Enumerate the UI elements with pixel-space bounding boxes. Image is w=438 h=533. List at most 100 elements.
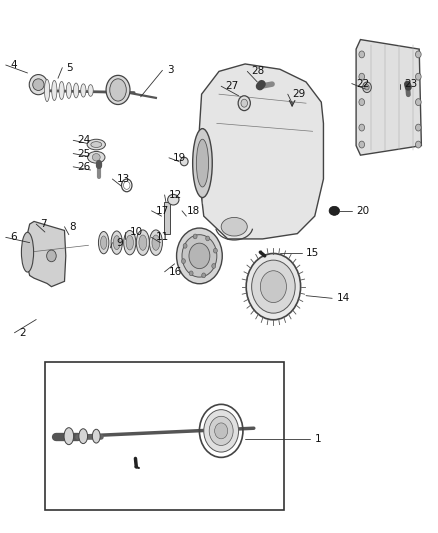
Ellipse shape xyxy=(92,429,100,443)
Ellipse shape xyxy=(45,79,49,102)
Ellipse shape xyxy=(416,124,421,131)
Ellipse shape xyxy=(209,416,233,446)
Ellipse shape xyxy=(189,243,210,269)
Ellipse shape xyxy=(206,236,210,241)
Text: 15: 15 xyxy=(306,248,319,259)
Ellipse shape xyxy=(359,51,364,58)
Ellipse shape xyxy=(124,230,136,255)
Bar xyxy=(164,202,170,233)
Text: 29: 29 xyxy=(292,89,305,99)
Text: 6: 6 xyxy=(10,232,17,243)
Ellipse shape xyxy=(238,96,251,111)
Ellipse shape xyxy=(183,244,187,248)
Text: 17: 17 xyxy=(156,206,169,216)
Bar xyxy=(45,362,284,511)
Ellipse shape xyxy=(202,273,206,278)
Text: 28: 28 xyxy=(252,67,265,76)
Ellipse shape xyxy=(99,231,109,254)
Ellipse shape xyxy=(149,230,162,255)
Ellipse shape xyxy=(204,410,239,452)
Ellipse shape xyxy=(189,271,193,276)
Text: 4: 4 xyxy=(10,60,17,70)
Ellipse shape xyxy=(181,259,185,263)
Ellipse shape xyxy=(359,99,364,106)
Ellipse shape xyxy=(168,195,179,205)
Ellipse shape xyxy=(359,124,364,131)
Text: 24: 24 xyxy=(78,135,91,146)
Text: 13: 13 xyxy=(117,174,130,184)
Ellipse shape xyxy=(359,73,364,80)
Ellipse shape xyxy=(329,206,339,215)
Polygon shape xyxy=(356,39,421,155)
Text: 9: 9 xyxy=(117,238,124,248)
Ellipse shape xyxy=(180,157,188,166)
Text: 3: 3 xyxy=(167,66,173,75)
Text: 11: 11 xyxy=(156,232,169,243)
Ellipse shape xyxy=(47,250,56,262)
Ellipse shape xyxy=(416,51,421,58)
Text: 23: 23 xyxy=(404,78,417,88)
Text: 27: 27 xyxy=(226,81,239,91)
Ellipse shape xyxy=(92,154,100,161)
Ellipse shape xyxy=(113,236,120,249)
Ellipse shape xyxy=(215,423,228,439)
Text: 1: 1 xyxy=(315,434,321,444)
Ellipse shape xyxy=(182,235,217,277)
Ellipse shape xyxy=(246,254,300,320)
Ellipse shape xyxy=(64,427,74,445)
Ellipse shape xyxy=(21,232,34,272)
Text: 22: 22 xyxy=(356,78,369,88)
Ellipse shape xyxy=(193,234,197,239)
Text: 19: 19 xyxy=(173,153,187,163)
Text: 25: 25 xyxy=(78,149,91,158)
Text: 20: 20 xyxy=(356,206,369,216)
Ellipse shape xyxy=(136,230,149,255)
Ellipse shape xyxy=(359,141,364,148)
Text: 26: 26 xyxy=(78,162,91,172)
Ellipse shape xyxy=(91,142,102,148)
Ellipse shape xyxy=(152,235,160,251)
Text: 18: 18 xyxy=(186,206,200,216)
Ellipse shape xyxy=(416,99,421,106)
Ellipse shape xyxy=(241,99,247,107)
Ellipse shape xyxy=(416,73,421,80)
Ellipse shape xyxy=(363,82,371,93)
Ellipse shape xyxy=(66,83,71,99)
Ellipse shape xyxy=(212,264,215,268)
Text: 14: 14 xyxy=(336,293,350,303)
Ellipse shape xyxy=(196,139,208,187)
Ellipse shape xyxy=(101,236,107,249)
Ellipse shape xyxy=(139,235,147,251)
Ellipse shape xyxy=(88,85,93,96)
Ellipse shape xyxy=(33,79,44,91)
Text: 10: 10 xyxy=(130,227,143,237)
Ellipse shape xyxy=(193,128,212,198)
Ellipse shape xyxy=(88,151,105,163)
Ellipse shape xyxy=(177,228,222,284)
Text: 7: 7 xyxy=(41,219,47,229)
Ellipse shape xyxy=(87,139,106,150)
Text: 12: 12 xyxy=(169,190,182,200)
Ellipse shape xyxy=(365,85,369,90)
Ellipse shape xyxy=(52,80,57,101)
Ellipse shape xyxy=(416,141,421,148)
Polygon shape xyxy=(25,221,66,287)
Ellipse shape xyxy=(59,82,64,100)
Ellipse shape xyxy=(221,217,247,236)
Text: 5: 5 xyxy=(67,63,73,72)
Ellipse shape xyxy=(81,84,86,97)
Text: 2: 2 xyxy=(19,328,25,338)
Ellipse shape xyxy=(29,75,47,95)
Ellipse shape xyxy=(110,79,126,101)
Ellipse shape xyxy=(213,248,217,253)
Polygon shape xyxy=(199,64,323,239)
Ellipse shape xyxy=(260,271,286,303)
Ellipse shape xyxy=(126,236,134,250)
Ellipse shape xyxy=(106,75,130,104)
Text: 16: 16 xyxy=(169,267,182,277)
Ellipse shape xyxy=(74,83,79,98)
Ellipse shape xyxy=(111,231,122,254)
Text: 8: 8 xyxy=(69,222,75,232)
Ellipse shape xyxy=(252,260,295,313)
Ellipse shape xyxy=(79,429,88,443)
